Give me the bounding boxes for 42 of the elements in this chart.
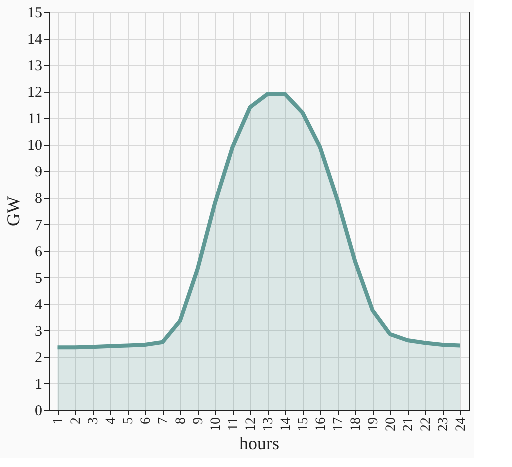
y-tick-label: 0 bbox=[35, 404, 42, 420]
x-tick-label: 12 bbox=[244, 418, 259, 432]
x-tick-label: 13 bbox=[261, 418, 276, 432]
x-tick-label: 9 bbox=[191, 418, 206, 424]
x-axis-title: hours bbox=[240, 434, 280, 454]
x-tick-label: 4 bbox=[104, 418, 119, 424]
y-tick-label: 5 bbox=[35, 270, 42, 287]
x-tick-label: 2 bbox=[68, 418, 84, 424]
y-tick-label: 9 bbox=[35, 164, 42, 181]
y-tick-label: 4 bbox=[35, 297, 43, 314]
y-tick-label: 12 bbox=[28, 85, 42, 102]
x-tick-label: 3 bbox=[86, 418, 102, 424]
y-tick-label: 1 bbox=[35, 376, 42, 393]
y-tick-label: 13 bbox=[28, 58, 42, 75]
x-tick-label: 10 bbox=[208, 418, 224, 432]
x-tick-label: 24 bbox=[454, 418, 469, 432]
y-tick-label: 11 bbox=[28, 112, 42, 128]
x-tick-label: 17 bbox=[331, 418, 346, 432]
x-tick-label: 6 bbox=[138, 418, 154, 424]
x-tick-label: 19 bbox=[366, 418, 382, 432]
y-tick-label: 7 bbox=[35, 218, 43, 234]
y-axis-title: GW bbox=[4, 196, 24, 226]
x-tick-label: 18 bbox=[348, 418, 364, 432]
y-tick-label: 15 bbox=[28, 6, 42, 22]
y-tick-label: 10 bbox=[28, 138, 42, 154]
x-tick-label: 22 bbox=[418, 418, 434, 432]
x-tick-label: 8 bbox=[174, 418, 189, 424]
x-tick-label: 11 bbox=[226, 418, 242, 431]
y-tick-label: 8 bbox=[35, 191, 42, 208]
x-tick-label: 1 bbox=[51, 418, 66, 424]
x-tick-label: 23 bbox=[436, 418, 452, 432]
y-tick-label: 2 bbox=[35, 350, 42, 366]
x-tick-label: 16 bbox=[314, 418, 329, 432]
x-tick-label: 5 bbox=[121, 418, 136, 424]
x-tick-label: 14 bbox=[278, 418, 294, 432]
x-tick-label: 7 bbox=[156, 418, 172, 424]
x-tick-label: 20 bbox=[384, 418, 399, 432]
x-tick-label: 21 bbox=[401, 418, 416, 432]
y-tick-label: 6 bbox=[35, 244, 43, 260]
x-tick-label: 15 bbox=[296, 418, 312, 432]
y-tick-label: 3 bbox=[35, 324, 42, 340]
y-tick-label: 14 bbox=[28, 32, 43, 48]
